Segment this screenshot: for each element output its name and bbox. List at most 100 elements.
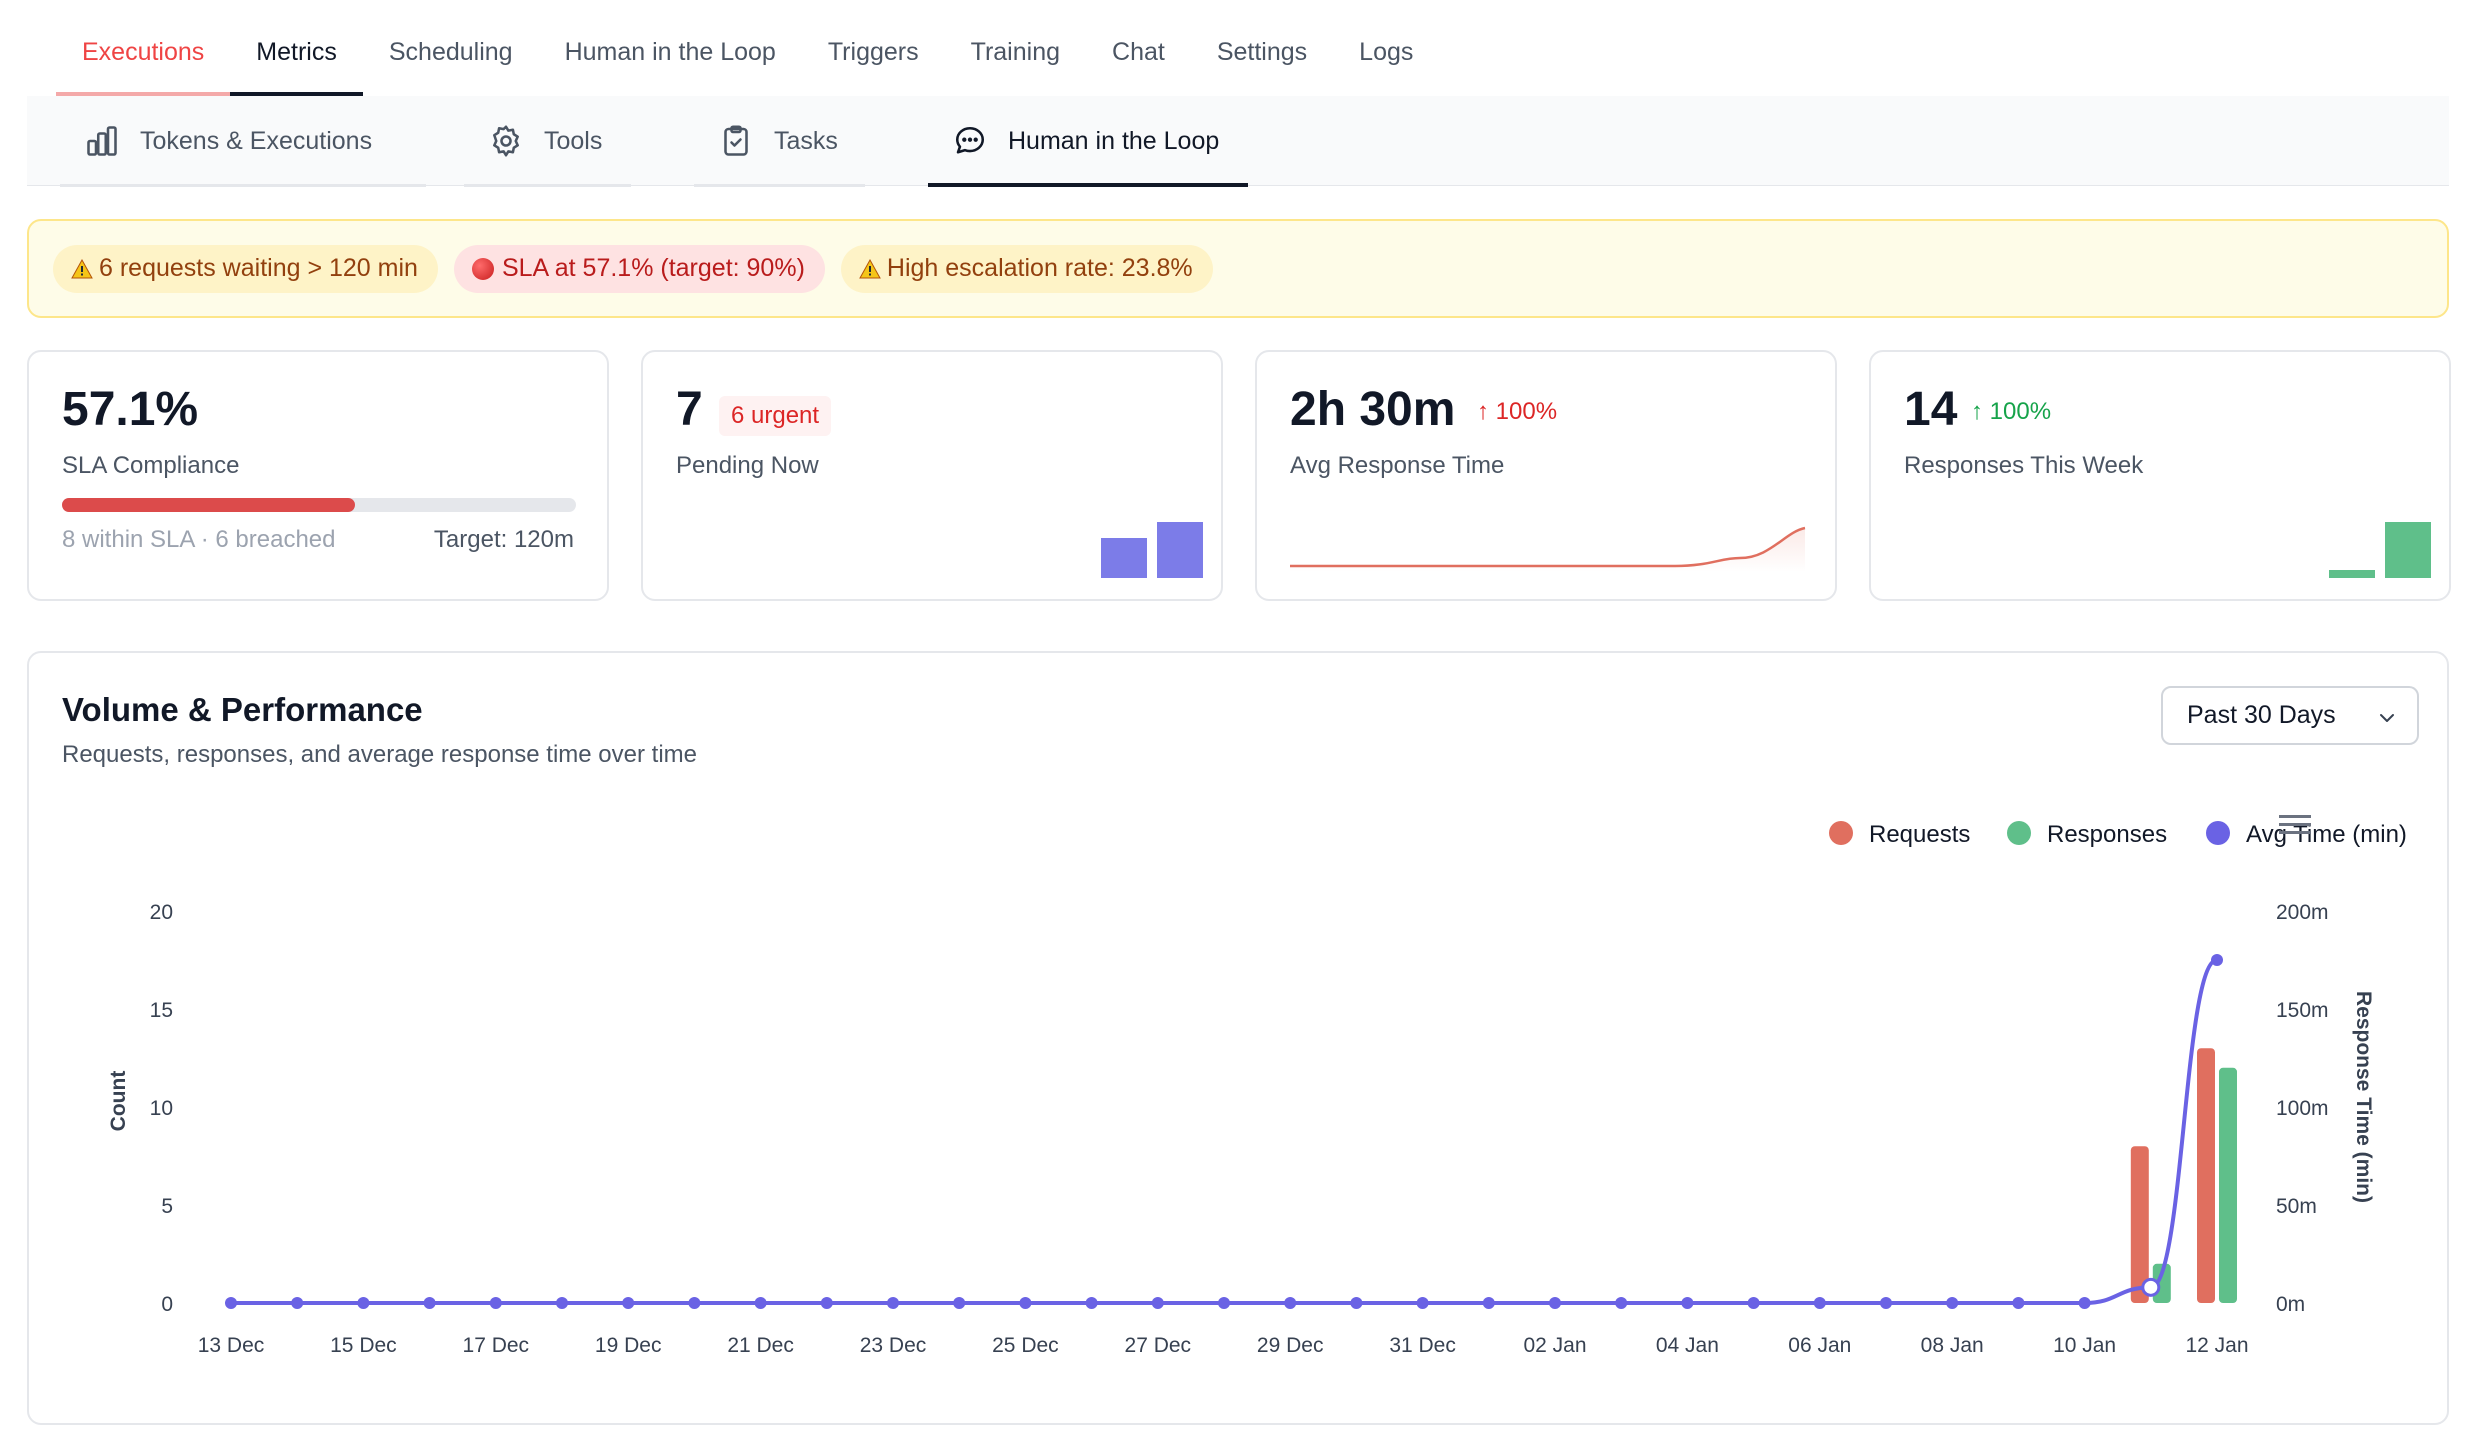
alert-sla: SLA at 57.1% (target: 90%)	[453, 244, 825, 293]
x-axis-tick-label: 25 Dec	[992, 1334, 1059, 1357]
tab-logs[interactable]: Logs	[1359, 38, 1414, 66]
legend-marker	[2007, 821, 2031, 845]
kpi-card-responses-this-week: 14 ↑ 100% Responses This Week	[1869, 350, 2451, 601]
subtab-tasks[interactable]: Tasks	[694, 96, 865, 187]
tab-triggers[interactable]: Triggers	[827, 38, 919, 66]
x-axis-tick-label: 02 Jan	[1523, 1334, 1586, 1357]
avg-time-point	[1681, 1297, 1694, 1309]
avg-response-sparkline	[1290, 526, 1806, 572]
y2-axis-tick-label: 200m	[2276, 901, 2329, 924]
kpi-value: 7	[676, 383, 703, 436]
x-axis-tick-label: 17 Dec	[463, 1334, 530, 1357]
avg-time-point	[887, 1297, 899, 1309]
avg-time-point	[1880, 1297, 1892, 1309]
menu-icon[interactable]	[2279, 815, 2311, 834]
avg-time-point	[1019, 1297, 1032, 1309]
chat-bubble-icon	[955, 126, 985, 154]
avg-time-point	[1416, 1297, 1429, 1309]
avg-time-point	[2078, 1297, 2091, 1309]
avg-time-point	[1085, 1297, 1098, 1309]
avg-time-point	[754, 1297, 767, 1309]
y-axis-tick-label: 10	[150, 1097, 173, 1120]
y2-axis-tick-label: 150m	[2276, 999, 2329, 1022]
tab-executions[interactable]: Executions	[56, 22, 231, 96]
tab-metrics[interactable]: Metrics	[230, 22, 363, 96]
x-axis-tick-label: 19 Dec	[595, 1334, 662, 1357]
kpi-label: Responses This Week	[1904, 452, 2144, 479]
top-tab-bar: Executions Metrics Scheduling Human in t…	[56, 22, 1439, 96]
change-indicator: ↑ 100%	[1971, 398, 2052, 425]
subtab-label: Human in the Loop	[1008, 126, 1220, 155]
avg-time-point	[1482, 1297, 1495, 1309]
avg-time-point	[820, 1297, 833, 1309]
x-axis-tick-label: 12 Jan	[2185, 1334, 2248, 1357]
change-indicator: ↑ 100%	[1477, 398, 1558, 425]
sparkline-bar	[2329, 570, 2375, 578]
sparkline-bar	[1101, 538, 1147, 578]
kpi-value: 2h 30m	[1290, 383, 1456, 436]
kpi-label: Avg Response Time	[1290, 452, 1505, 479]
menu-icon-line	[2279, 815, 2311, 818]
y2-axis-tick-label: 50m	[2276, 1195, 2317, 1218]
menu-icon-line	[2279, 831, 2311, 834]
kpi-label: Pending Now	[676, 452, 819, 479]
gear-icon	[493, 125, 519, 157]
bar-chart-icon	[87, 126, 117, 156]
avg-time-point	[688, 1297, 701, 1309]
pending-sparkline	[1101, 522, 1203, 578]
avg-time-point	[357, 1297, 370, 1309]
avg-time-point	[423, 1297, 436, 1309]
sparkline-line	[1290, 526, 1806, 568]
subtab-label: Tools	[544, 126, 603, 155]
y-axis-title: Count	[107, 1071, 130, 1132]
x-axis-tick-label: 13 Dec	[198, 1334, 265, 1357]
urgent-badge: 6 urgent	[719, 396, 832, 436]
avg-time-point	[291, 1297, 304, 1309]
tab-chat[interactable]: Chat	[1112, 38, 1165, 66]
avg-time-point	[1350, 1297, 1363, 1309]
date-range-select[interactable]: Past 30 Days	[2161, 686, 2419, 745]
y2-axis-title: Response Time (min)	[2352, 991, 2375, 1203]
tab-scheduling[interactable]: Scheduling	[388, 38, 513, 66]
sla-detail: 8 within SLA · 6 breached	[62, 526, 336, 553]
alert-text: SLA at 57.1% (target: 90%)	[501, 254, 805, 282]
tab-training[interactable]: Training	[970, 38, 1061, 66]
kpi-label: SLA Compliance	[62, 452, 240, 479]
red-circle-icon	[471, 257, 494, 280]
tab-settings[interactable]: Settings	[1216, 38, 1308, 66]
x-axis-tick-label: 23 Dec	[860, 1334, 927, 1357]
legend-label: Responses	[2047, 821, 2167, 848]
x-axis-tick-label: 06 Jan	[1788, 1334, 1851, 1357]
avg-time-point	[1284, 1297, 1297, 1309]
tab-human-in-the-loop[interactable]: Human in the Loop	[564, 38, 776, 66]
kpi-card-sla-compliance: 57.1% SLA Compliance 8 within SLA · 6 br…	[27, 350, 609, 601]
requests-bar	[2130, 1146, 2149, 1303]
volume-performance-panel: Volume & Performance Requests, responses…	[27, 651, 2449, 1425]
subtab-tools[interactable]: Tools	[464, 96, 631, 187]
menu-icon-line	[2279, 823, 2311, 826]
x-axis-tick-label: 29 Dec	[1257, 1334, 1324, 1357]
panel-title: Volume & Performance	[62, 691, 423, 728]
volume-performance-chart: Requests Responses Avg Time (min) 0 5 10 15 20 C…	[107, 815, 2407, 1357]
y-axis-tick-label: 20	[150, 901, 173, 924]
alert-escalation-rate: High escalation rate: 23.8%	[840, 244, 1213, 293]
avg-time-line	[230, 958, 2218, 1305]
y-axis-tick-label: 0	[161, 1293, 173, 1316]
subtab-tokens-executions[interactable]: Tokens & Executions	[60, 96, 426, 187]
avg-time-point	[1813, 1297, 1826, 1309]
chevron-down-icon	[2380, 714, 2394, 722]
avg-time-point	[2211, 954, 2223, 966]
avg-time-point	[489, 1297, 502, 1309]
subtab-human-in-the-loop[interactable]: Human in the Loop	[928, 96, 1248, 187]
avg-time-point	[1549, 1297, 1561, 1309]
x-axis-tick-label: 31 Dec	[1389, 1334, 1456, 1357]
alert-waiting-requests: 6 requests waiting > 120 min	[53, 244, 438, 293]
kpi-value: 14	[1904, 383, 1958, 436]
x-axis-tick-label: 27 Dec	[1125, 1334, 1192, 1357]
sla-target: Target: 120m	[433, 526, 574, 553]
avg-time-point	[2012, 1297, 2025, 1309]
avg-time-point	[1615, 1297, 1628, 1309]
avg-time-point	[1946, 1297, 1959, 1309]
alert-bar: 6 requests waiting > 120 min SLA at 57.1…	[27, 219, 2449, 318]
metrics-sub-nav: Tokens & Executions Tools Tasks Human in…	[27, 96, 2449, 187]
